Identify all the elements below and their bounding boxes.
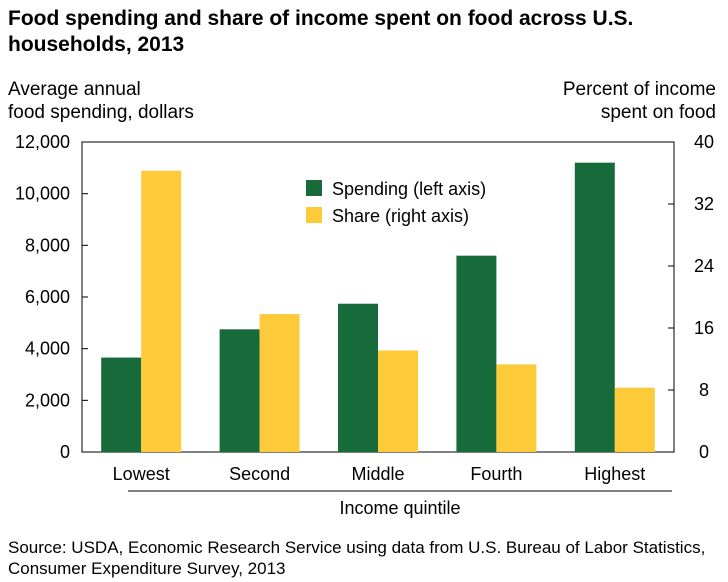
bar-share-highest [614,387,655,452]
bar-spending-fourth [456,255,497,452]
left-tick-label: 4,000 [25,339,70,359]
right-tick-label: 40 [694,132,714,152]
bar-share-second [259,314,300,452]
bars [101,162,655,453]
right-tick-label: 0 [699,442,709,462]
category-labels: Lowest Second Middle Fourth Highest [113,464,646,484]
bar-spending-lowest [101,357,142,452]
category-label-second: Second [229,464,290,484]
left-tick-label: 0 [60,442,70,462]
legend-label-share: Share (right axis) [332,206,469,226]
right-axis-title-line-1: Percent of income [562,79,716,100]
left-tick-label: 2,000 [25,390,70,410]
left-tick-label: 6,000 [25,287,70,307]
right-axis-title-line-2: spent on food [600,102,716,123]
right-tick-label: 32 [694,194,714,214]
legend: Spending (left axis) Share (right axis) [306,179,486,226]
category-label-middle: Middle [351,464,404,484]
x-axis-title: Income quintile [339,498,460,518]
right-tick-label: 24 [694,256,714,276]
left-tick-label: 8,000 [25,235,70,255]
left-axis-title-line-1: Average annual [8,79,141,100]
category-label-fourth: Fourth [470,464,522,484]
bar-spending-middle [338,303,378,452]
legend-swatch-share [306,207,322,223]
right-tick-label: 8 [699,380,709,400]
right-axis-title: Percent of income spent on food [563,78,716,124]
left-tick-label: 12,000 [15,132,70,152]
bar-spending-second [219,329,260,452]
left-axis: 0 2,000 4,000 6,000 8,000 10,000 12,000 [15,132,88,462]
right-axis: 0 8 16 24 32 40 [668,132,714,462]
legend-label-spending: Spending (left axis) [332,179,486,199]
left-axis-title-line-2: food spending, dollars [8,102,194,123]
left-axis-title: Average annual food spending, dollars [8,78,194,124]
left-tick-label: 10,000 [15,184,70,204]
bar-spending-highest [574,162,615,452]
bar-share-middle [378,350,418,452]
source-note: Source: USDA, Economic Research Service … [8,538,706,578]
category-label-lowest: Lowest [113,464,170,484]
chart-title: Food spending and share of income spent … [8,7,634,56]
bar-share-lowest [141,170,182,453]
bar-share-fourth [496,364,537,452]
right-tick-label: 16 [694,318,714,338]
legend-swatch-spending [306,180,322,196]
category-label-highest: Highest [584,464,645,484]
